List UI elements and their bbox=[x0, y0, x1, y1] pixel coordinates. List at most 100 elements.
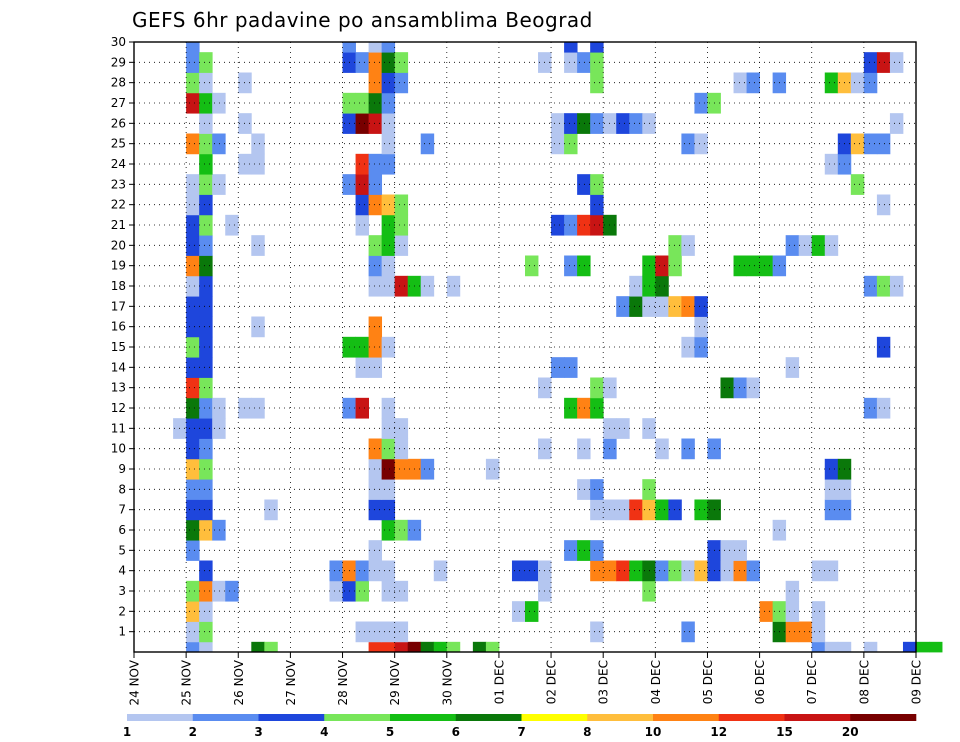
heatmap-cell bbox=[616, 113, 630, 134]
colorbar-segment bbox=[718, 714, 785, 721]
heatmap-cell bbox=[525, 601, 539, 622]
heatmap-cell bbox=[368, 560, 383, 582]
cells-layer bbox=[173, 42, 943, 653]
y-tick-label: 16 bbox=[111, 320, 126, 334]
heatmap-cell bbox=[655, 296, 669, 317]
heatmap-cell bbox=[420, 275, 435, 297]
x-tick-label: 04 DEC bbox=[649, 660, 663, 704]
heatmap-cell bbox=[590, 377, 604, 399]
heatmap-cell bbox=[394, 641, 409, 653]
heatmap-cell bbox=[551, 133, 565, 155]
heatmap-cell bbox=[199, 133, 213, 155]
heatmap-cell bbox=[381, 255, 396, 277]
x-tick-label: 07 DEC bbox=[805, 660, 819, 704]
y-tick-label: 14 bbox=[111, 360, 126, 374]
heatmap-cell bbox=[199, 641, 213, 653]
x-tick-label: 03 DEC bbox=[597, 660, 611, 704]
y-tick-label: 25 bbox=[111, 137, 126, 151]
y-tick-label: 28 bbox=[111, 76, 126, 90]
x-tick-label: 09 DEC bbox=[910, 660, 924, 704]
heatmap-cell bbox=[668, 560, 682, 582]
heatmap-cell bbox=[381, 194, 396, 216]
x-tick-label: 29 NOV bbox=[388, 659, 402, 705]
heatmap-cell bbox=[368, 72, 383, 94]
heatmap-cell bbox=[199, 214, 213, 236]
heatmap-cell bbox=[394, 580, 409, 602]
heatmap-cell bbox=[863, 52, 878, 73]
heatmap-cell bbox=[694, 336, 708, 358]
heatmap-cell bbox=[720, 560, 734, 582]
x-tick-label: 26 NOV bbox=[232, 659, 246, 705]
heatmap-cell bbox=[251, 316, 265, 338]
heatmap-cell bbox=[876, 194, 891, 216]
colorbar-segment bbox=[784, 714, 851, 721]
heatmap-cell bbox=[199, 438, 213, 460]
heatmap-cell bbox=[355, 52, 369, 73]
heatmap-cell bbox=[590, 194, 604, 216]
heatmap-cell bbox=[199, 255, 213, 277]
heatmap-cell bbox=[199, 458, 213, 480]
heatmap-cell bbox=[785, 235, 800, 256]
heatmap-cell bbox=[811, 621, 826, 643]
colorbar-segment bbox=[192, 714, 259, 721]
heatmap-cell bbox=[212, 418, 226, 439]
heatmap-cell bbox=[850, 174, 865, 195]
heatmap-cell bbox=[199, 479, 213, 500]
heatmap-cell bbox=[824, 560, 839, 582]
colorbar-label: 3 bbox=[254, 725, 262, 739]
heatmap-cell bbox=[837, 641, 852, 653]
heatmap-cell bbox=[186, 397, 200, 419]
heatmap-cell bbox=[811, 235, 826, 256]
heatmap-cell bbox=[863, 641, 878, 653]
colorbar-label: 5 bbox=[386, 725, 394, 739]
x-tick-label: 27 NOV bbox=[284, 659, 298, 705]
heatmap-cell bbox=[590, 42, 604, 53]
heatmap-cell bbox=[668, 235, 682, 256]
heatmap-cell bbox=[590, 113, 604, 134]
heatmap-cell bbox=[394, 519, 409, 541]
chart-title: GEFS 6hr padavine po ansamblima Beograd bbox=[132, 8, 593, 32]
heatmap-cell bbox=[551, 357, 565, 378]
heatmap-cell bbox=[381, 458, 396, 480]
colorbar-segment bbox=[324, 714, 391, 721]
colorbar-segment bbox=[390, 714, 457, 721]
heatmap-cell bbox=[186, 336, 200, 358]
heatmap-cell bbox=[694, 560, 708, 582]
heatmap-cell bbox=[199, 397, 213, 419]
heatmap-cell bbox=[186, 540, 200, 561]
colorbar-label: 10 bbox=[645, 725, 662, 739]
heatmap-cell bbox=[394, 214, 409, 236]
heatmap-cell bbox=[746, 560, 760, 582]
heatmap-cell bbox=[824, 479, 839, 500]
heatmap-cell bbox=[186, 214, 200, 236]
x-tick-label: 28 NOV bbox=[336, 659, 350, 705]
heatmap-cell bbox=[186, 641, 200, 653]
heatmap-cell bbox=[368, 336, 383, 358]
heatmap-cell bbox=[551, 113, 565, 134]
heatmap-cell bbox=[590, 621, 604, 643]
heatmap-cell bbox=[186, 52, 200, 73]
heatmap-cell bbox=[225, 580, 239, 602]
heatmap-cell bbox=[186, 316, 200, 338]
x-tick-label: 24 NOV bbox=[128, 659, 142, 705]
heatmap-cell bbox=[785, 357, 800, 378]
heatmap-cell bbox=[368, 255, 383, 277]
heatmap-cell bbox=[564, 52, 578, 73]
heatmap-cell bbox=[394, 458, 409, 480]
heatmap-cell bbox=[564, 357, 578, 378]
heatmap-cell bbox=[355, 92, 369, 114]
heatmap-cell bbox=[225, 214, 239, 236]
heatmap-cell bbox=[264, 499, 278, 521]
heatmap-cell bbox=[381, 621, 396, 643]
heatmap-cell bbox=[720, 540, 734, 561]
heatmap-cell bbox=[199, 194, 213, 216]
x-tick-label: 30 NOV bbox=[440, 659, 454, 705]
heatmap-cell bbox=[824, 235, 839, 256]
colorbar-label: 12 bbox=[710, 725, 727, 739]
y-tick-label: 1 bbox=[118, 625, 126, 639]
heatmap-cell bbox=[186, 42, 200, 53]
heatmap-cell bbox=[577, 479, 591, 500]
heatmap-cell bbox=[199, 621, 213, 643]
heatmap-cell bbox=[668, 296, 682, 317]
heatmap-cell bbox=[525, 255, 539, 277]
